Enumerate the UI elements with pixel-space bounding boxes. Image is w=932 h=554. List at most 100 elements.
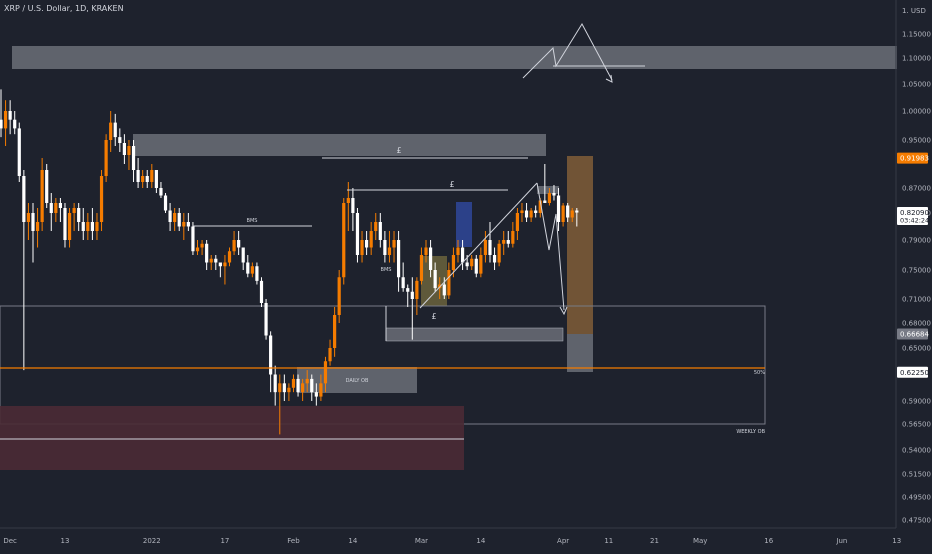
candle[interactable]: [278, 374, 282, 435]
maroon-zone[interactable]: [0, 406, 464, 470]
candle[interactable]: [301, 378, 305, 401]
candle[interactable]: [291, 374, 296, 393]
candle[interactable]: [415, 277, 419, 315]
candle[interactable]: [561, 203, 565, 227]
candle[interactable]: [264, 299, 268, 340]
candle[interactable]: [534, 205, 538, 218]
candle[interactable]: [447, 262, 451, 300]
candle[interactable]: [58, 198, 63, 222]
candle[interactable]: [22, 170, 26, 371]
candle[interactable]: [570, 208, 574, 222]
candle[interactable]: [287, 383, 291, 401]
candle[interactable]: [159, 182, 163, 198]
candle[interactable]: [387, 231, 392, 263]
candle[interactable]: [442, 277, 446, 299]
candle[interactable]: [17, 122, 21, 182]
candle[interactable]: [323, 356, 328, 393]
candle[interactable]: [269, 331, 273, 393]
candle[interactable]: [305, 370, 309, 393]
daily-ob-zone[interactable]: [297, 367, 417, 393]
candle[interactable]: [566, 203, 570, 222]
candle[interactable]: [141, 170, 145, 188]
candle[interactable]: [13, 111, 17, 135]
candle[interactable]: [502, 231, 506, 255]
candle[interactable]: [0, 89, 3, 138]
candle[interactable]: [246, 255, 250, 278]
candle[interactable]: [86, 213, 90, 240]
candle[interactable]: [173, 208, 177, 231]
candle[interactable]: [168, 203, 172, 231]
candle[interactable]: [520, 203, 524, 222]
candle[interactable]: [54, 198, 58, 222]
candle[interactable]: [99, 170, 104, 231]
candle[interactable]: [374, 213, 378, 240]
candle[interactable]: [365, 231, 369, 255]
projection-zone-orange[interactable]: [567, 156, 593, 334]
candle[interactable]: [406, 284, 410, 308]
candle[interactable]: [333, 307, 337, 357]
candle[interactable]: [95, 213, 99, 240]
candle[interactable]: [506, 231, 510, 248]
candle[interactable]: [369, 222, 373, 255]
candle[interactable]: [145, 170, 149, 188]
candle[interactable]: [45, 164, 49, 208]
candle[interactable]: [479, 247, 483, 278]
candle[interactable]: [360, 231, 364, 263]
candle[interactable]: [296, 374, 300, 397]
candle[interactable]: [72, 203, 76, 231]
candle[interactable]: [77, 203, 81, 231]
candle[interactable]: [470, 255, 474, 270]
projection-zone-gray[interactable]: [567, 334, 593, 372]
candle[interactable]: [378, 213, 382, 248]
candle[interactable]: [511, 222, 515, 248]
candle[interactable]: [214, 255, 218, 270]
candle[interactable]: [232, 231, 236, 255]
candle[interactable]: [3, 100, 8, 146]
candle[interactable]: [319, 374, 323, 402]
candle[interactable]: [255, 262, 259, 285]
candle[interactable]: [163, 193, 168, 213]
supply-zone-top[interactable]: [12, 46, 897, 69]
candle[interactable]: [392, 231, 396, 263]
candle[interactable]: [109, 111, 113, 152]
candle[interactable]: [351, 188, 355, 231]
candle[interactable]: [81, 208, 85, 240]
candle[interactable]: [282, 374, 286, 402]
candle[interactable]: [310, 374, 314, 402]
candle[interactable]: [556, 188, 561, 231]
candle[interactable]: [492, 247, 497, 271]
trendline-rising[interactable]: [419, 182, 538, 309]
candle[interactable]: [205, 240, 209, 270]
candle[interactable]: [515, 208, 520, 240]
small-zone-gray[interactable]: [537, 186, 559, 194]
candle[interactable]: [237, 231, 241, 255]
candle[interactable]: [433, 262, 437, 292]
candle[interactable]: [547, 188, 551, 206]
candle[interactable]: [63, 203, 67, 248]
price-axis[interactable]: 1. USD 1.15000 1.10000 1.05000 1.00000 0.950…: [895, 0, 931, 528]
candle[interactable]: [200, 240, 204, 255]
supply-zone-mid[interactable]: [133, 134, 546, 156]
projection-path[interactable]: [536, 182, 565, 311]
candle[interactable]: [383, 231, 387, 263]
candle[interactable]: [131, 140, 136, 182]
candle[interactable]: [241, 247, 245, 271]
candle[interactable]: [191, 222, 195, 255]
candle[interactable]: [488, 222, 492, 263]
candle[interactable]: [342, 198, 346, 285]
candle[interactable]: [227, 247, 232, 267]
candle[interactable]: [401, 262, 405, 292]
candle[interactable]: [337, 270, 341, 323]
candle[interactable]: [104, 134, 108, 182]
candle[interactable]: [67, 208, 72, 248]
candle[interactable]: [218, 262, 222, 278]
candle[interactable]: [113, 113, 117, 146]
candle[interactable]: [410, 277, 414, 340]
time-axis[interactable]: Dec 13 2022 17 Feb 14 Mar 14 Apr 11 21 May 16 Jun 13: [0, 527, 901, 545]
candle[interactable]: [524, 203, 529, 222]
candle[interactable]: [250, 262, 254, 278]
order-block-blue[interactable]: [456, 202, 472, 247]
candle[interactable]: [543, 164, 547, 203]
candle[interactable]: [26, 203, 31, 240]
